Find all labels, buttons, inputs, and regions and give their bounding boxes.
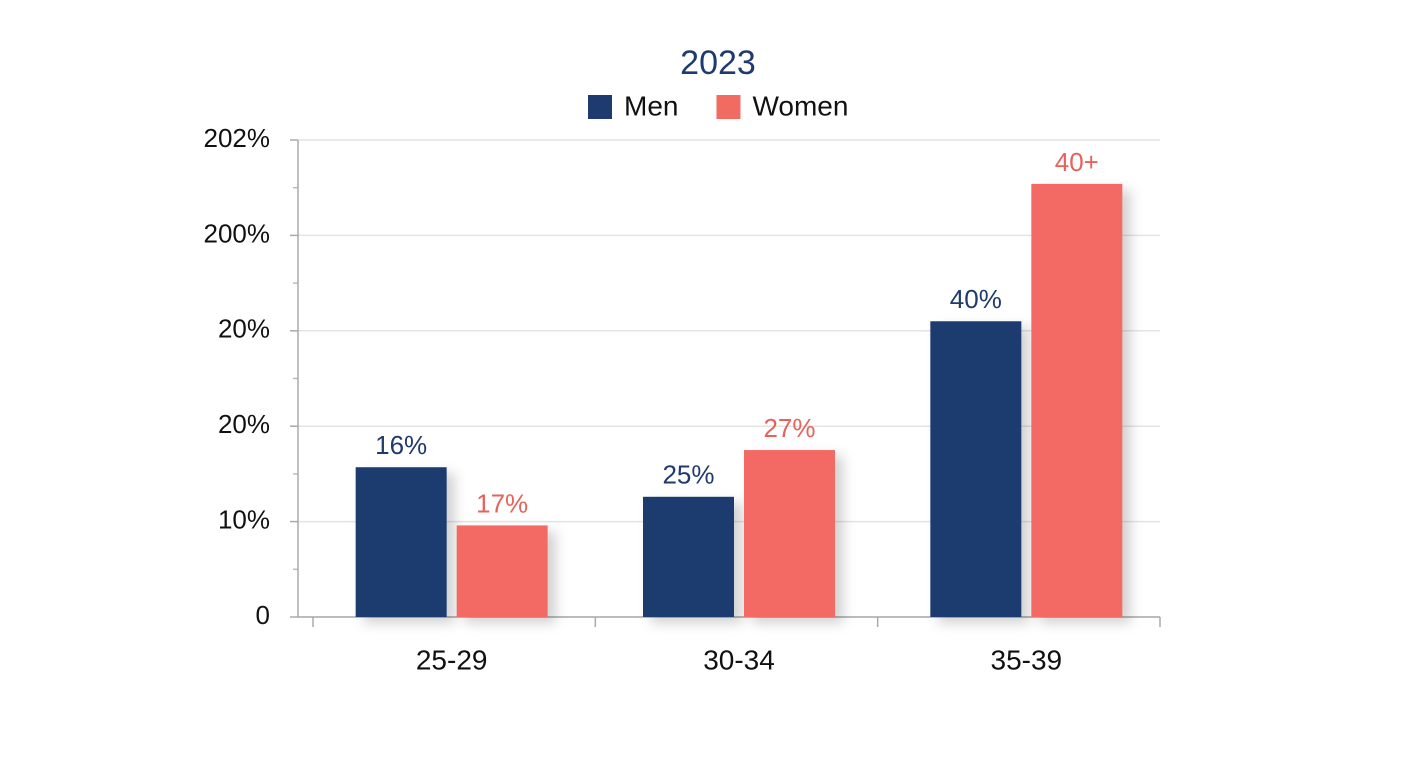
x-tick-label: 35-39 <box>991 644 1063 675</box>
x-tick-label: 30-34 <box>703 644 775 675</box>
bar <box>930 321 1022 617</box>
bar <box>456 525 548 617</box>
chart-title: 2023 <box>680 44 756 82</box>
value-label: 16% <box>375 430 427 460</box>
y-tick-label: 20% <box>218 314 270 344</box>
bar <box>355 467 447 617</box>
legend-swatch <box>716 95 741 119</box>
value-label: 17% <box>476 488 528 518</box>
bar <box>643 496 734 617</box>
value-label: 27% <box>763 413 815 443</box>
legend-label: Men <box>624 90 678 121</box>
bar <box>744 450 835 617</box>
y-tick-label: 200% <box>204 218 271 248</box>
y-tick-label: 10% <box>218 504 270 534</box>
value-label: 25% <box>662 460 714 490</box>
legend-label: Women <box>752 90 848 121</box>
value-label: 40+ <box>1055 147 1099 177</box>
y-tick-label: 202% <box>204 123 271 153</box>
y-tick-label: 0 <box>256 600 270 630</box>
y-tick-label: 20% <box>218 409 270 439</box>
value-label: 40% <box>950 284 1002 314</box>
bar <box>1031 183 1123 617</box>
x-tick-label: 25-29 <box>416 644 488 675</box>
legend-swatch <box>588 95 612 119</box>
